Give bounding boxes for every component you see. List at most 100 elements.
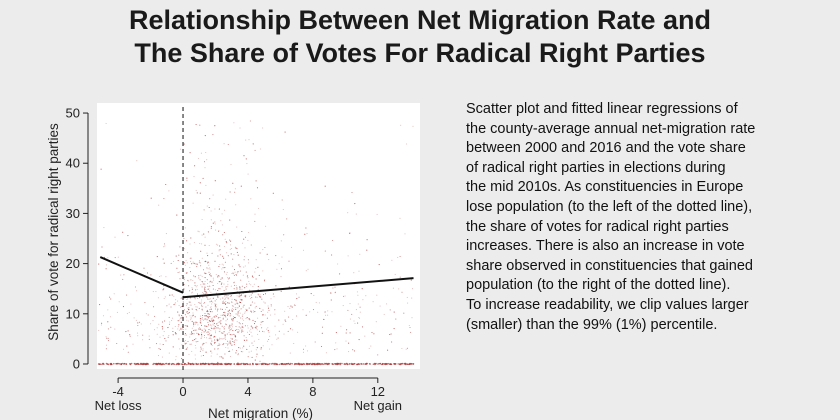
scatter-point [260,348,262,350]
scatter-point [255,305,257,307]
scatter-point [217,289,219,292]
scatter-point [245,309,248,311]
scatter-point [163,262,165,264]
scatter-point [224,267,226,269]
scatter-point [226,271,228,273]
scatter-point [185,342,187,344]
scatter-point [223,245,226,248]
scatter-point [232,320,234,322]
scatter-point [144,302,146,304]
scatter-point [183,278,185,280]
scatter-point [225,324,227,326]
scatter-point [209,311,211,313]
scatter-point [193,323,195,325]
scatter-point [180,328,182,330]
scatter-point [204,302,206,304]
scatter-point [213,327,215,329]
scatter-point [201,299,203,301]
scatter-point [197,333,199,335]
scatter-point [227,343,229,345]
scatter-point [247,327,249,329]
scatter-point [216,338,218,340]
scatter-point [256,347,258,349]
scatter-point [194,282,196,284]
scatter-point [234,316,236,319]
scatter-point [202,283,204,285]
scatter-point [223,343,225,345]
scatter-point [297,362,300,365]
scatter-point [204,283,206,285]
scatter-point [234,271,236,273]
scatter-point [318,363,321,365]
scatter-point [205,329,207,331]
scatter-point [199,182,201,184]
scatter-point [246,309,248,311]
scatter-point [214,305,217,307]
scatter-point [293,304,296,306]
scatter-point [361,326,364,328]
scatter-point [268,259,270,261]
scatter-point [245,286,248,288]
scatter-point [375,321,377,323]
scatter-point [224,335,226,337]
scatter-point [219,321,221,323]
scatter-point [199,124,201,126]
scatter-point [240,185,242,187]
scatter-point [221,224,223,226]
scatter-point [214,221,216,223]
scatter-point [232,272,234,274]
scatter-point [222,302,224,304]
scatter-point [198,334,200,336]
scatter-point [177,271,179,274]
scatter-point [217,339,219,341]
scatter-point [236,302,238,304]
scatter-point [239,286,241,288]
scatter-point [210,342,212,344]
scatter-point [209,275,211,277]
scatter-point [235,336,237,338]
scatter-point [206,267,208,269]
scatter-point [194,316,196,318]
scatter-point [199,318,201,320]
scatter-point [225,300,227,302]
scatter-point [258,294,260,296]
scatter-point [246,317,248,319]
scatter-point [215,303,217,305]
scatter-point [200,318,202,320]
scatter-point [347,309,349,311]
scatter-point [204,288,206,291]
scatter-point [374,362,376,365]
scatter-point [211,311,213,313]
scatter-point [411,363,413,365]
scatter-point [136,332,139,334]
scatter-point [224,315,226,317]
scatter-point [235,274,238,276]
scatter-point [229,315,231,317]
scatter-point [186,346,188,348]
scatter-point [343,295,345,297]
scatter-point [250,244,252,246]
scatter-point [222,267,224,269]
scatter-point [191,331,193,333]
scatter-point [122,348,125,350]
scatter-point [200,333,203,335]
scatter-point [188,353,190,355]
scatter-point [192,314,194,316]
scatter-point [200,274,202,276]
scatter-point [235,273,237,276]
scatter-point [180,297,182,299]
scatter-point [238,347,240,349]
scatter-point [181,297,183,299]
scatter-point [218,265,220,268]
scatter-point [183,143,185,145]
scatter-point [215,306,217,308]
scatter-point [110,326,112,328]
scatter-point [204,286,206,288]
scatter-point [283,234,285,236]
scatter-point [224,303,227,306]
scatter-point [127,351,129,353]
scatter-point [362,299,364,301]
scatter-point [233,333,235,335]
scatter-point [187,309,190,311]
scatter-point [178,314,180,316]
